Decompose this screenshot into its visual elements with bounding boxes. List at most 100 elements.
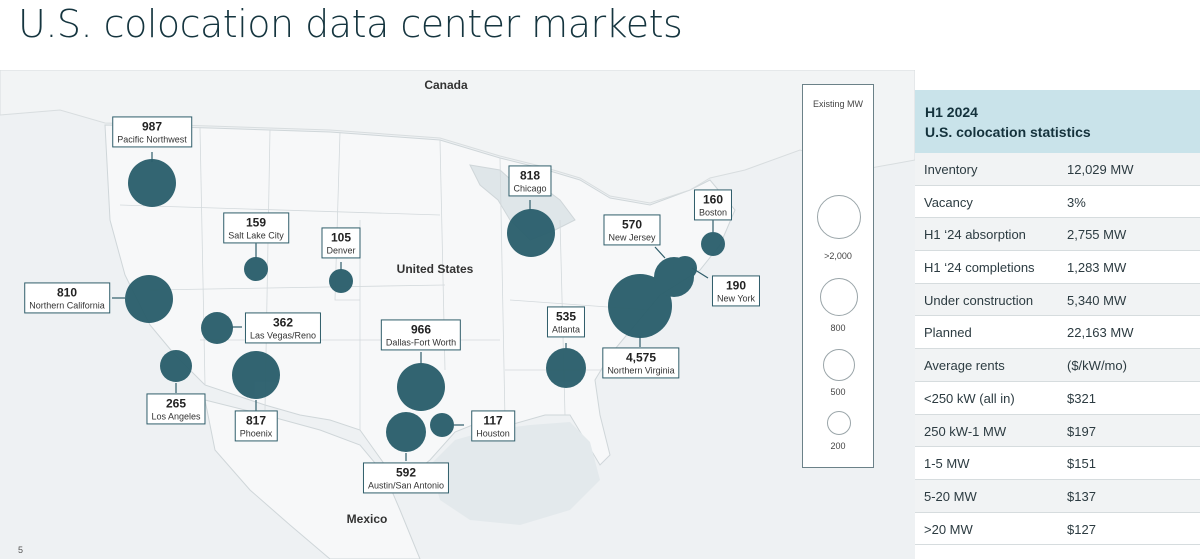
callout-los-angeles: 265 Los Angeles bbox=[146, 393, 206, 425]
callout-salt-lake-city: 159 Salt Lake City bbox=[223, 212, 289, 244]
bubble-boston[interactable] bbox=[701, 232, 725, 256]
legend-label: 800 bbox=[830, 323, 846, 333]
bubble-atlanta[interactable] bbox=[546, 348, 586, 388]
callout-northern-virginia: 4,575 Northern Virginia bbox=[602, 347, 680, 379]
stat-value: 22,163 MW bbox=[1067, 325, 1134, 341]
bubble-los-angeles[interactable] bbox=[160, 350, 192, 382]
stats-title: U.S. colocation statistics bbox=[925, 123, 1091, 140]
stat-label: Inventory bbox=[924, 162, 978, 177]
stat-label: >20 MW bbox=[924, 521, 973, 537]
stats-table: Inventory 12,029 MW Vacancy 3% H1 ‘24 abso… bbox=[915, 153, 1200, 546]
market-value: 190 bbox=[725, 278, 747, 293]
page-number: 5 bbox=[18, 545, 24, 555]
stat-label: Vacancy bbox=[924, 194, 973, 210]
bubble-houston[interactable] bbox=[430, 413, 454, 437]
market-name: Northern Virginia bbox=[607, 365, 675, 376]
stat-label: 250 kW-1 MW bbox=[924, 423, 1007, 439]
bubble-phoenix[interactable] bbox=[232, 351, 280, 399]
stats-panel: H1 2024 U.S. colocation statistics Inven… bbox=[915, 90, 1200, 549]
bubble-northern-california[interactable] bbox=[125, 275, 173, 323]
callout-denver: 105 Denver bbox=[321, 227, 361, 259]
stat-row: 1-5 MW $151 bbox=[915, 447, 1200, 480]
callout-chicago: 818 Chicago bbox=[508, 165, 552, 197]
bubble-salt-lake-city[interactable] bbox=[244, 257, 268, 281]
stat-value: ($/kW/mo) bbox=[1067, 358, 1127, 374]
callout-northern-california: 810 Northern California bbox=[24, 282, 110, 314]
bubble-austin-san-antonio[interactable] bbox=[386, 412, 426, 452]
market-value: 160 bbox=[702, 192, 724, 207]
legend-label: 500 bbox=[830, 387, 846, 397]
bubble-pacific-northwest[interactable] bbox=[128, 159, 176, 207]
callout-dallas-fort-worth: 966 Dallas-Fort Worth bbox=[380, 319, 462, 351]
bubble-denver[interactable] bbox=[329, 269, 353, 293]
market-value: 535 bbox=[555, 309, 577, 324]
legend-label: >2,000 bbox=[824, 251, 852, 261]
stat-label: <250 kW (all in) bbox=[924, 390, 1015, 406]
stat-row: <250 kW (all in) $321 bbox=[915, 382, 1200, 415]
market-value: 592 bbox=[395, 465, 417, 480]
market-name: New York bbox=[716, 293, 756, 304]
legend-label: 200 bbox=[830, 441, 846, 451]
stat-row: Planned 22,163 MW bbox=[915, 316, 1200, 350]
country-label-mexico: Mexico bbox=[346, 512, 388, 526]
legend-title: Existing MW bbox=[812, 99, 863, 109]
market-bubbles bbox=[112, 152, 725, 461]
stat-value: $197 bbox=[1067, 423, 1096, 439]
stat-value: $321 bbox=[1067, 390, 1096, 406]
bubble-las-vegas-reno[interactable] bbox=[201, 312, 233, 344]
country-label-united-states: United States bbox=[396, 262, 474, 276]
market-name: Salt Lake City bbox=[228, 230, 284, 241]
market-value: 117 bbox=[483, 413, 503, 428]
stat-row: >20 MW $127 bbox=[915, 513, 1200, 546]
stat-label: H1 ‘24 completions bbox=[924, 260, 1035, 276]
market-name: Dallas-Fort Worth bbox=[385, 337, 457, 348]
stat-row: Average rents ($/kW/mo) bbox=[915, 349, 1200, 382]
market-name: Los Angeles bbox=[151, 411, 201, 422]
gulf-of-mexico bbox=[430, 422, 600, 525]
market-name: New Jersey bbox=[608, 232, 656, 243]
stat-value: 2,755 MW bbox=[1067, 227, 1127, 243]
callout-houston: 117 Houston bbox=[471, 410, 515, 442]
market-value: 987 bbox=[141, 119, 163, 134]
market-name: Phoenix bbox=[239, 428, 273, 439]
callout-atlanta: 535 Atlanta bbox=[546, 306, 586, 338]
stat-label: Planned bbox=[924, 325, 972, 341]
stat-value: 12,029 MW bbox=[1067, 162, 1134, 177]
legend-circle-200 bbox=[827, 411, 851, 435]
market-value: 105 bbox=[330, 230, 352, 245]
market-value: 362 bbox=[272, 315, 294, 330]
stat-row: Inventory 12,029 MW bbox=[915, 153, 1200, 186]
callout-new-jersey: 570 New Jersey bbox=[603, 214, 661, 246]
stat-label: 5-20 MW bbox=[924, 488, 977, 504]
stat-row: Under construction 5,340 MW bbox=[915, 283, 1200, 317]
market-name: Pacific Northwest bbox=[117, 134, 187, 145]
market-value: 159 bbox=[245, 215, 267, 230]
bubble-chicago[interactable] bbox=[507, 209, 555, 257]
stat-label: Under construction bbox=[924, 292, 1034, 308]
market-value: 4,575 bbox=[625, 350, 657, 365]
stat-value: $137 bbox=[1067, 488, 1096, 504]
market-name: Denver bbox=[326, 245, 356, 256]
stat-row: 5-20 MW $137 bbox=[915, 479, 1200, 513]
stat-value: $127 bbox=[1067, 521, 1096, 537]
market-value: 966 bbox=[410, 322, 432, 337]
legend-circle-800 bbox=[820, 278, 858, 316]
legend-circle-500 bbox=[823, 349, 855, 381]
market-value: 570 bbox=[621, 217, 643, 232]
callout-phoenix: 817 Phoenix bbox=[234, 410, 278, 442]
country-label-canada: Canada bbox=[424, 78, 468, 92]
stat-label: Average rents bbox=[924, 358, 1005, 374]
stat-value: 3% bbox=[1067, 194, 1086, 210]
bubble-dallas-fort-worth[interactable] bbox=[397, 363, 445, 411]
stat-value: 5,340 MW bbox=[1067, 292, 1127, 308]
callout-pacific-northwest: 987 Pacific Northwest bbox=[112, 116, 192, 148]
market-name: Northern California bbox=[29, 300, 105, 311]
callout-austin-san-antonio: 592 Austin/San Antonio bbox=[362, 462, 450, 494]
stat-row: H1 ‘24 completions 1,283 MW bbox=[915, 251, 1200, 284]
stat-row: Vacancy 3% bbox=[915, 186, 1200, 219]
bubble-new-york[interactable] bbox=[673, 256, 697, 280]
bubble-northern-virginia[interactable] bbox=[608, 274, 672, 338]
callout-new-york: 190 New York bbox=[711, 275, 761, 307]
callout-las-vegas-reno: 362 Las Vegas/Reno bbox=[244, 312, 322, 344]
stat-value: 1,283 MW bbox=[1067, 260, 1127, 276]
